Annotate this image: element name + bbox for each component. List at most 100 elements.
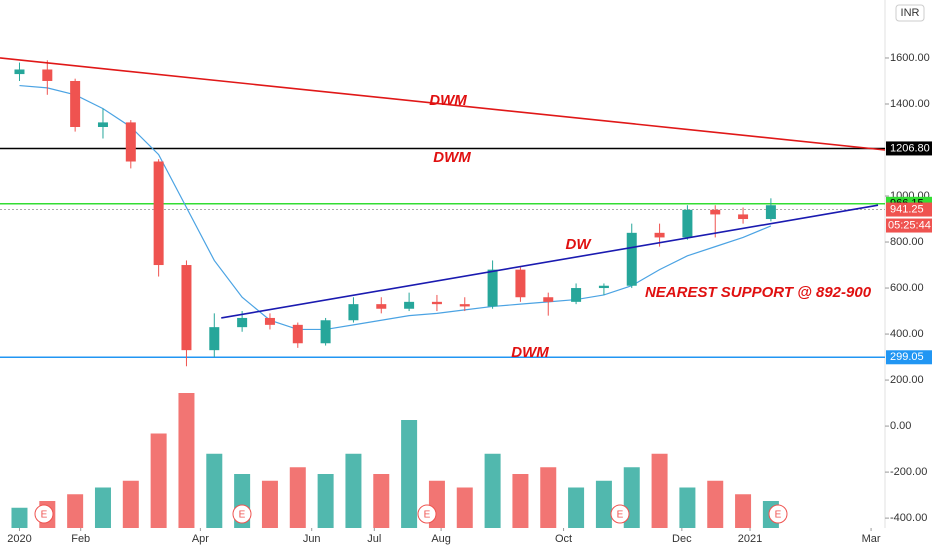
earnings-marker: E (775, 510, 782, 521)
candle-body (376, 304, 387, 309)
candle-body (459, 304, 470, 307)
y-tick-label: -400.00 (890, 512, 927, 524)
candle-body (264, 317, 275, 325)
y-tick-label: 600.00 (890, 282, 924, 294)
earnings-circle (417, 504, 437, 524)
candle-body (654, 232, 665, 238)
candle-body (209, 327, 220, 351)
candle-body (70, 80, 81, 127)
level-label: 941.25 (890, 203, 924, 215)
volume-bar (568, 487, 585, 528)
candle-body (42, 69, 53, 81)
y-tick-label: 400.00 (890, 328, 924, 340)
volume-bar (484, 453, 501, 528)
currency-box (895, 4, 925, 22)
candle-body (710, 209, 721, 215)
volume-bar (373, 474, 390, 528)
x-tick-label: 2021 (738, 533, 762, 545)
candle-body (571, 288, 582, 302)
volume-bar (261, 480, 278, 528)
earnings-circle (768, 504, 788, 524)
volume-bar (11, 507, 28, 528)
x-tick-label: Apr (192, 533, 209, 545)
candle-body (320, 320, 331, 344)
x-tick-label: Jul (367, 533, 381, 545)
volume-bar (401, 420, 418, 528)
candle-body (181, 265, 192, 351)
moving-average (19, 84, 772, 331)
level-label-box (886, 141, 932, 156)
x-tick-label: Jun (303, 533, 321, 545)
candle-body (237, 317, 248, 328)
level-label: 299.05 (890, 351, 924, 363)
y-tick-label: 200.00 (890, 374, 924, 386)
x-tick-label: Feb (71, 533, 90, 545)
candle-body (598, 285, 609, 289)
trendline (221, 204, 879, 319)
level-label-box (886, 350, 932, 365)
candle-body (404, 301, 415, 309)
y-tick-label: 1600.00 (890, 52, 930, 64)
candle-body (543, 297, 554, 302)
earnings-circle (232, 504, 252, 524)
earnings-marker: E (239, 510, 246, 521)
currency: INR (901, 7, 920, 19)
candle-body (14, 69, 25, 75)
annotation: DW (566, 236, 593, 253)
candle-body (125, 122, 136, 162)
volume-bar (679, 487, 696, 528)
x-tick-label: Dec (672, 533, 692, 545)
annotation: NEAREST SUPPORT @ 892-900 (645, 284, 872, 301)
volume-bar (206, 453, 223, 528)
level-label: 1206.80 (890, 142, 930, 154)
candle-body (765, 205, 776, 220)
earnings-circle (610, 504, 630, 524)
earnings-circle (34, 504, 54, 524)
candle-body (515, 269, 526, 298)
candle-body (682, 209, 693, 238)
candle-body (97, 122, 108, 127)
volume-bar (707, 480, 724, 528)
candle-body (153, 161, 164, 266)
y-tick-label: 0.00 (890, 420, 911, 432)
earnings-marker: E (424, 510, 431, 521)
countdown-box (886, 218, 932, 233)
x-tick-label: Aug (431, 533, 451, 545)
volume-bar (150, 433, 167, 528)
y-tick-label: 1400.00 (890, 98, 930, 110)
candle-body (431, 301, 442, 305)
y-tick-label: -200.00 (890, 466, 927, 478)
annotation: DWM (429, 92, 467, 109)
volume-bar (94, 487, 111, 528)
x-tick-label: Mar (862, 533, 881, 545)
x-tick-label: 2020 (7, 533, 31, 545)
y-tick-label: 800.00 (890, 236, 924, 248)
volume-bar (345, 453, 362, 528)
volume-bar (67, 494, 84, 528)
volume-bar (122, 480, 139, 528)
earnings-marker: E (41, 510, 48, 521)
volume-bar (456, 487, 473, 528)
trendline (0, 57, 886, 151)
volume-bar (289, 467, 306, 528)
volume-bar (595, 480, 612, 528)
candle-body (626, 232, 637, 286)
volume-bar (178, 393, 195, 528)
countdown: 05:25:44 (888, 219, 931, 231)
earnings-marker: E (617, 510, 624, 521)
volume-bar (735, 494, 752, 528)
volume-bar (540, 467, 557, 528)
candle-body (348, 304, 359, 321)
annotation: DWM (433, 149, 471, 166)
volume-bar (512, 474, 529, 528)
candle-body (292, 324, 303, 344)
x-tick-label: Oct (555, 533, 572, 545)
volume-bar (651, 453, 668, 528)
candle-body (738, 214, 749, 220)
volume-bar (317, 474, 334, 528)
level-label-box (886, 202, 932, 217)
candle-body (487, 269, 498, 307)
annotation: DWM (511, 344, 549, 361)
